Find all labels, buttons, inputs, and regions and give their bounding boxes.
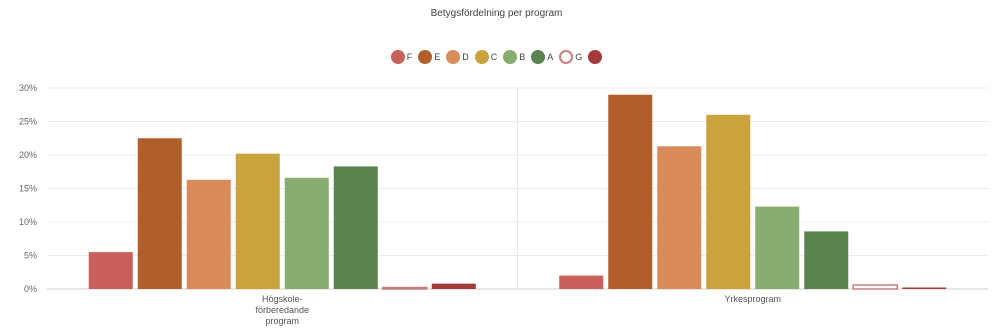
bar-c-cat-0 <box>235 153 280 289</box>
bar-f-cat-1 <box>559 275 604 289</box>
y-tick-label: 5% <box>24 251 37 261</box>
legend-swatch <box>588 50 603 64</box>
bar-d-cat-1 <box>657 146 702 289</box>
legend-label: E <box>434 52 441 62</box>
y-tick-label: 25% <box>19 117 37 127</box>
bar-b-cat-0 <box>284 177 329 289</box>
x-category-label: förberedande <box>255 305 309 315</box>
legend-item-b[interactable]: B <box>503 50 525 64</box>
bar-e-cat-1 <box>608 94 653 289</box>
bar-g-cat-1 <box>852 284 898 290</box>
legend-label: G <box>575 52 583 62</box>
legend-label: C <box>490 52 498 62</box>
y-tick-label: 10% <box>19 217 37 227</box>
bar-a-cat-0 <box>333 166 378 289</box>
y-tick-label: 0% <box>24 284 37 294</box>
legend-label: D <box>462 52 469 62</box>
bar-unnamed-cat-1 <box>902 287 947 289</box>
bar-c-cat-1 <box>706 114 751 289</box>
legend-swatch <box>418 50 433 64</box>
bar-g-cat-0 <box>382 286 428 290</box>
y-tick-label: 30% <box>19 83 37 93</box>
x-category-label: program <box>265 316 299 326</box>
legend-swatch <box>503 50 518 64</box>
legend-item-d[interactable]: D <box>446 50 469 64</box>
legend-label: A <box>547 52 554 62</box>
legend-item-g[interactable]: G <box>559 50 582 64</box>
y-tick-label: 15% <box>19 184 37 194</box>
legend-item-unnamed-7[interactable] <box>588 50 603 64</box>
bar-e-cat-0 <box>137 138 182 289</box>
y-tick-label: 20% <box>19 150 37 160</box>
x-category-label: Högskole- <box>262 294 303 304</box>
bar-d-cat-0 <box>186 179 231 289</box>
bar-a-cat-1 <box>804 231 849 289</box>
legend-item-c[interactable]: C <box>474 50 498 64</box>
legend-swatch <box>559 50 574 64</box>
legend-swatch <box>474 50 489 64</box>
legend-label: B <box>519 52 526 62</box>
legend-item-e[interactable]: E <box>418 50 440 64</box>
x-category-label: Yrkesprogram <box>724 294 781 304</box>
legend-item-a[interactable]: A <box>531 50 553 64</box>
legend-swatch <box>531 50 546 64</box>
bar-f-cat-0 <box>88 252 133 289</box>
legend-swatch <box>390 50 405 64</box>
legend-item-f[interactable]: F <box>390 50 413 64</box>
bar-b-cat-1 <box>755 206 800 289</box>
legend-label: F <box>406 52 413 62</box>
bar-unnamed-cat-0 <box>431 283 476 289</box>
chart-title: Betygsfördelning per program <box>430 8 563 19</box>
legend-swatch <box>446 50 461 64</box>
